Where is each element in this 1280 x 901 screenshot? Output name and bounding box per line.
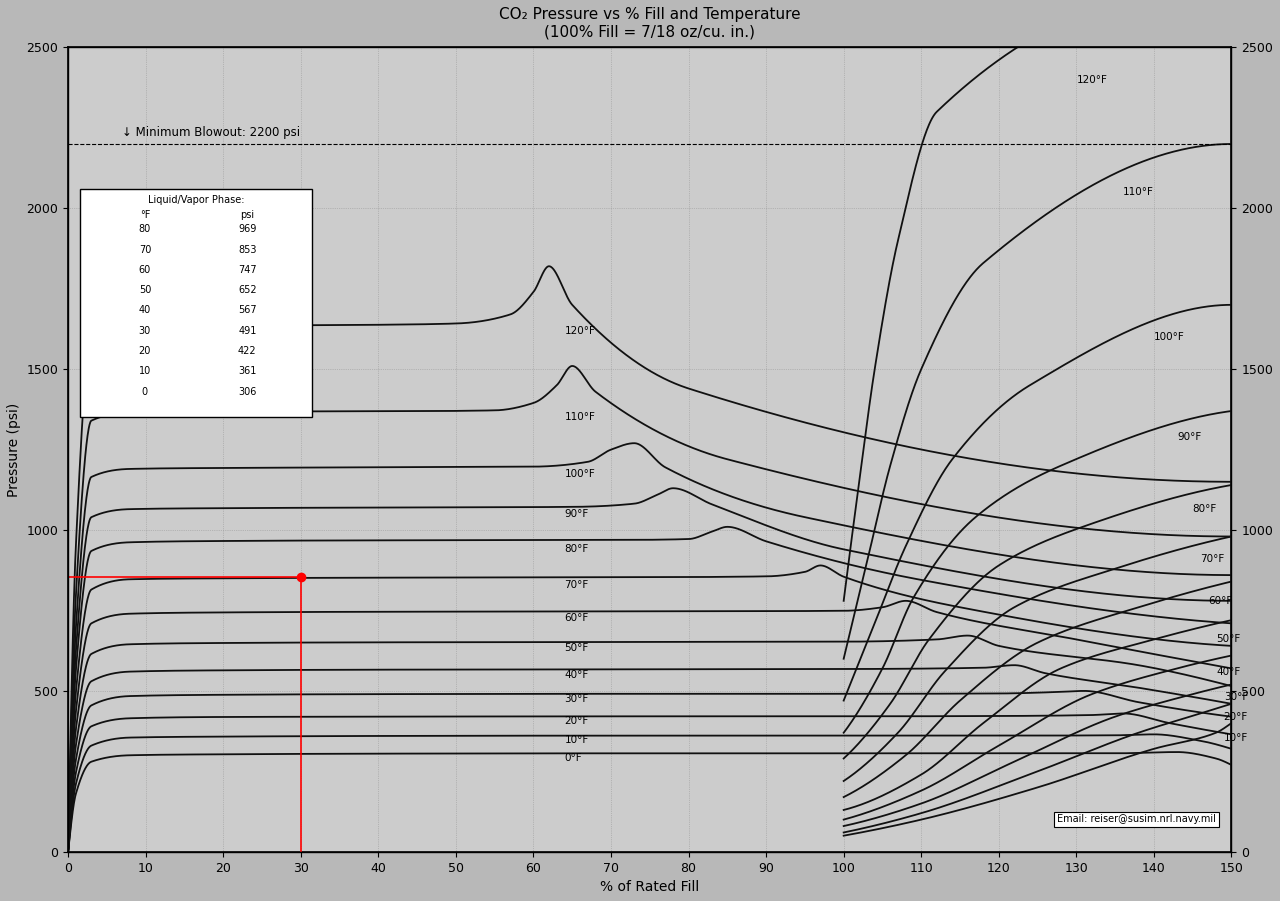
Text: 100°F: 100°F — [1153, 332, 1185, 342]
X-axis label: % of Rated Fill: % of Rated Fill — [600, 880, 699, 894]
Text: 50°F: 50°F — [1216, 634, 1240, 644]
Title: CO₂ Pressure vs % Fill and Temperature
(100% Fill = 7/18 oz/cu. in.): CO₂ Pressure vs % Fill and Temperature (… — [499, 7, 800, 40]
Text: 20°F: 20°F — [1224, 712, 1248, 722]
Text: 10: 10 — [138, 367, 151, 377]
Text: 30°F: 30°F — [1224, 692, 1248, 703]
Text: 20°F: 20°F — [564, 715, 589, 725]
Text: ↓ Minimum Blowout: 2200 psi: ↓ Minimum Blowout: 2200 psi — [123, 126, 301, 139]
Text: 80°F: 80°F — [1193, 505, 1217, 514]
Text: 80°F: 80°F — [564, 543, 589, 554]
Text: 10°F: 10°F — [1224, 733, 1248, 742]
Text: 10°F: 10°F — [564, 735, 589, 745]
Text: 422: 422 — [238, 346, 256, 356]
Text: 60°F: 60°F — [564, 613, 589, 623]
Bar — [79, 189, 312, 417]
Text: 0: 0 — [142, 387, 148, 396]
Text: 969: 969 — [238, 224, 256, 234]
Text: 60: 60 — [138, 265, 151, 275]
Text: 110°F: 110°F — [564, 413, 595, 423]
Text: psi: psi — [241, 210, 255, 220]
Text: 110°F: 110°F — [1123, 187, 1153, 197]
Text: 40: 40 — [138, 305, 151, 315]
Text: Liquid/Vapor Phase:: Liquid/Vapor Phase: — [147, 195, 244, 205]
Text: 30: 30 — [138, 326, 151, 336]
Text: 120°F: 120°F — [564, 325, 595, 335]
Text: 40°F: 40°F — [564, 670, 589, 680]
Text: 90°F: 90°F — [1178, 432, 1202, 441]
Text: 652: 652 — [238, 286, 256, 296]
Text: °F: °F — [140, 210, 150, 220]
Text: 20: 20 — [138, 346, 151, 356]
Text: 50: 50 — [138, 286, 151, 296]
Text: 120°F: 120°F — [1076, 75, 1107, 85]
Text: 70°F: 70°F — [1201, 554, 1225, 564]
Text: 50°F: 50°F — [564, 643, 589, 653]
Text: 40°F: 40°F — [1216, 667, 1240, 677]
Text: 70°F: 70°F — [564, 580, 589, 590]
Text: 361: 361 — [238, 367, 256, 377]
Text: 306: 306 — [238, 387, 256, 396]
Text: 491: 491 — [238, 326, 256, 336]
Text: 853: 853 — [238, 245, 256, 255]
Text: 567: 567 — [238, 305, 256, 315]
Text: 100°F: 100°F — [564, 469, 595, 478]
Text: 747: 747 — [238, 265, 256, 275]
Text: 70: 70 — [138, 245, 151, 255]
Y-axis label: Pressure (psi): Pressure (psi) — [6, 403, 20, 496]
Text: 0°F: 0°F — [564, 752, 582, 762]
Text: 90°F: 90°F — [564, 509, 589, 519]
Text: 80: 80 — [138, 224, 151, 234]
Text: 30°F: 30°F — [564, 694, 589, 704]
Text: 60°F: 60°F — [1208, 596, 1233, 606]
Text: Email: reiser@susim.nrl.navy.mil: Email: reiser@susim.nrl.navy.mil — [1057, 815, 1216, 824]
